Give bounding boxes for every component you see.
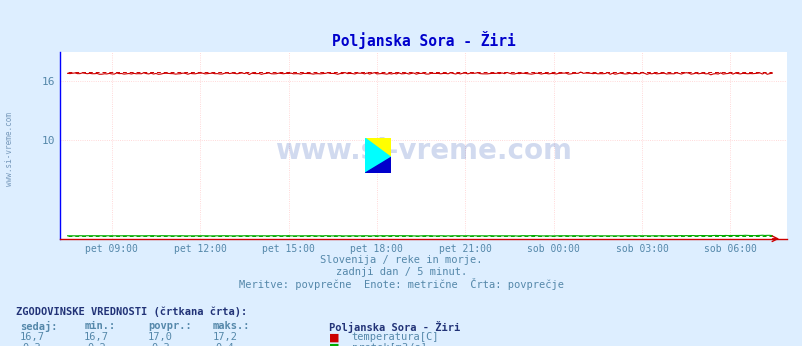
Text: sedaj:: sedaj: (20, 321, 58, 332)
Text: pretok[m3/s]: pretok[m3/s] (351, 343, 426, 346)
Text: 17,2: 17,2 (212, 332, 237, 342)
Text: 0,3: 0,3 (22, 343, 42, 346)
Text: 0,3: 0,3 (151, 343, 170, 346)
Title: Poljanska Sora - Žiri: Poljanska Sora - Žiri (331, 31, 515, 49)
Text: Meritve: povprečne  Enote: metrične  Črta: povprečje: Meritve: povprečne Enote: metrične Črta:… (239, 278, 563, 290)
Text: povpr.:: povpr.: (148, 321, 192, 331)
Text: 0,4: 0,4 (215, 343, 234, 346)
Text: temperatura[C]: temperatura[C] (351, 332, 439, 342)
Text: 0,2: 0,2 (87, 343, 106, 346)
Text: 17,0: 17,0 (148, 332, 173, 342)
Text: ZGODOVINSKE VREDNOSTI (črtkana črta):: ZGODOVINSKE VREDNOSTI (črtkana črta): (16, 306, 247, 317)
Text: zadnji dan / 5 minut.: zadnji dan / 5 minut. (335, 267, 467, 277)
Polygon shape (365, 138, 391, 157)
Text: www.si-vreme.com: www.si-vreme.com (5, 112, 14, 186)
Text: ■: ■ (329, 332, 339, 342)
Text: Poljanska Sora - Žiri: Poljanska Sora - Žiri (329, 321, 460, 333)
Polygon shape (365, 157, 391, 173)
Text: www.si-vreme.com: www.si-vreme.com (275, 137, 571, 165)
Text: ■: ■ (329, 343, 339, 346)
Text: maks.:: maks.: (213, 321, 250, 331)
Polygon shape (365, 138, 391, 173)
Text: 16,7: 16,7 (19, 332, 45, 342)
Text: Slovenija / reke in morje.: Slovenija / reke in morje. (320, 255, 482, 265)
Text: 16,7: 16,7 (83, 332, 109, 342)
Text: min.:: min.: (84, 321, 115, 331)
